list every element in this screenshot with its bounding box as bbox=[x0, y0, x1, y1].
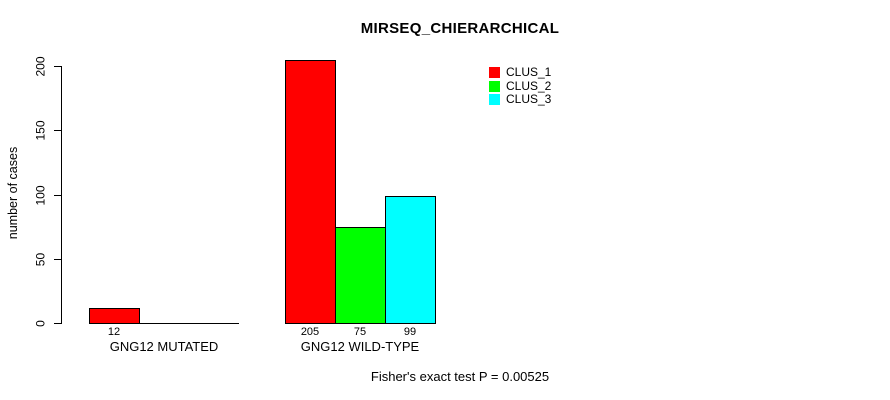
chart-title: MIRSEQ_CHIERARCHICAL bbox=[360, 20, 560, 37]
legend-swatch-clus-3-icon bbox=[489, 94, 500, 105]
bar-value-label: 205 bbox=[300, 326, 320, 338]
legend: CLUS_1 CLUS_2 CLUS_3 bbox=[489, 66, 551, 107]
bar-value-label: 12 bbox=[107, 326, 121, 338]
x-group-label: GNG12 MUTATED bbox=[109, 339, 219, 354]
y-tick bbox=[54, 66, 61, 67]
y-tick-label: 150 bbox=[33, 120, 48, 141]
x-group-label: GNG12 WILD-TYPE bbox=[300, 339, 420, 354]
y-tick-label: 200 bbox=[33, 56, 48, 77]
y-tick-label: 0 bbox=[33, 320, 48, 327]
legend-item-clus-3: CLUS_3 bbox=[489, 93, 551, 106]
y-tick bbox=[54, 323, 61, 324]
legend-label: CLUS_1 bbox=[506, 65, 552, 79]
legend-item-clus-2: CLUS_2 bbox=[489, 78, 552, 93]
y-tick bbox=[54, 130, 61, 131]
legend-swatch-clus-1-icon bbox=[489, 67, 500, 78]
legend-label: CLUS_3 bbox=[506, 92, 552, 106]
y-tick bbox=[54, 259, 61, 260]
x-axis-baseline bbox=[89, 323, 239, 324]
y-tick bbox=[54, 195, 61, 196]
bar-clus_2-group2 bbox=[335, 227, 386, 324]
bar-clus_3-group2 bbox=[385, 196, 436, 324]
y-tick-label: 100 bbox=[33, 185, 48, 206]
bar-clus_1-group2 bbox=[285, 60, 336, 324]
bar-clus_1-group1 bbox=[89, 308, 140, 324]
bar-value-label: 75 bbox=[353, 326, 367, 338]
bar-value-label: 99 bbox=[403, 326, 417, 338]
y-tick-label: 50 bbox=[33, 252, 48, 267]
y-axis-label: number of cases bbox=[6, 146, 20, 240]
y-axis-line bbox=[61, 66, 62, 324]
legend-swatch-clus-2-icon bbox=[489, 80, 500, 92]
legend-item-clus-1: CLUS_1 bbox=[489, 66, 551, 79]
stat-annotation: Fisher's exact test P = 0.00525 bbox=[370, 369, 550, 384]
legend-label: CLUS_2 bbox=[506, 78, 552, 93]
